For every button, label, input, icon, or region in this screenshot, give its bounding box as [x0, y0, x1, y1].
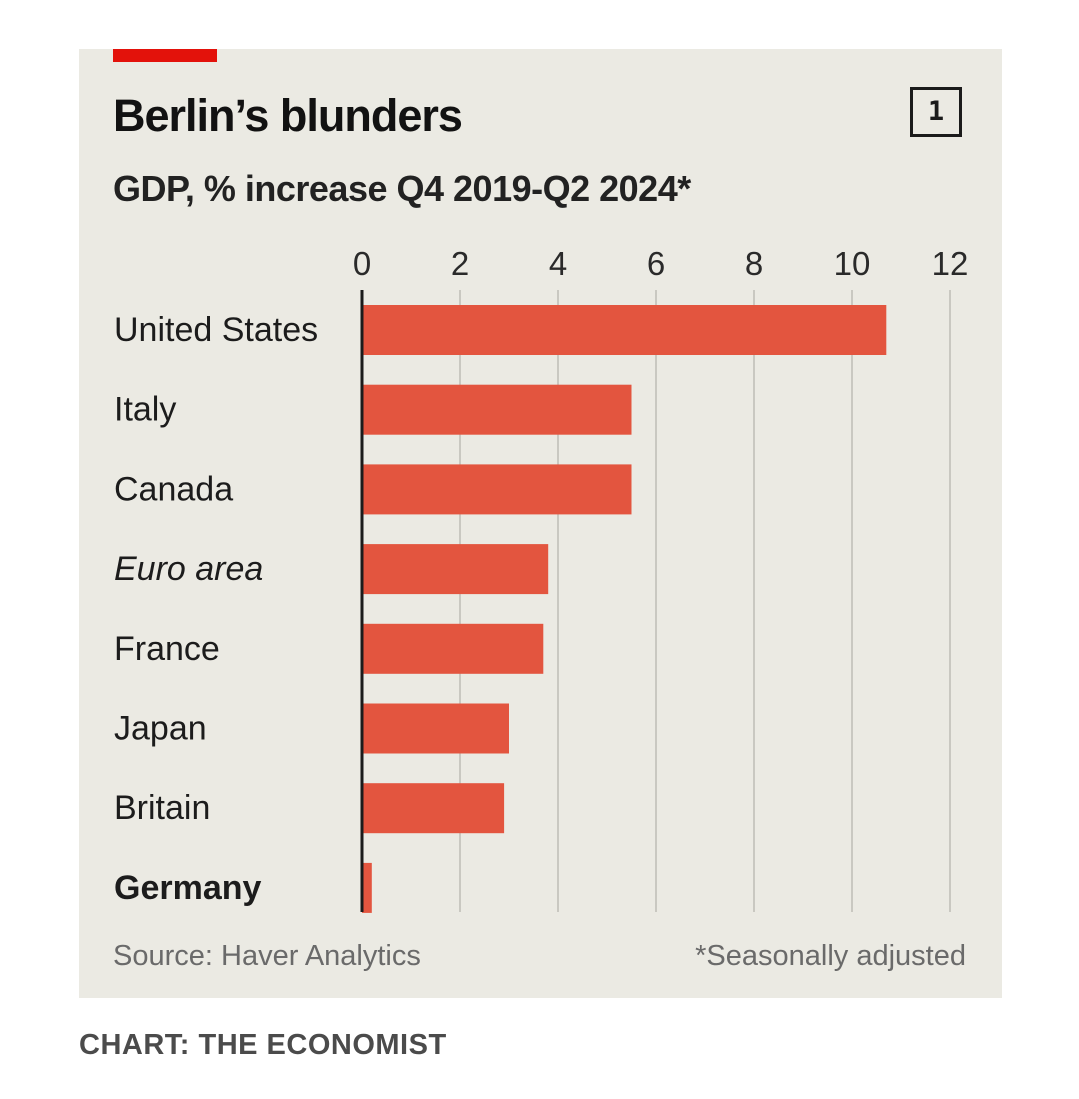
bar: [362, 544, 549, 595]
category-label: Euro area: [114, 550, 263, 588]
bar: [362, 464, 632, 515]
chart-credit: CHART: THE ECONOMIST: [79, 1029, 447, 1061]
x-tick-label: 8: [745, 245, 763, 282]
category-label: Germany: [114, 869, 261, 907]
bar: [362, 305, 887, 355]
bar: [362, 623, 544, 674]
chart-number-badge: 1: [910, 87, 962, 137]
chart-subtitle: GDP, % increase Q4 2019-Q2 2024*: [113, 168, 691, 209]
source-note: Source: Haver Analytics: [113, 940, 421, 972]
category-label: United States: [114, 311, 318, 349]
x-tick-label: 6: [647, 245, 665, 282]
chart-panel: [79, 49, 1002, 998]
chart-title: Berlin’s blunders: [113, 90, 463, 141]
x-tick-label: 2: [451, 245, 469, 282]
x-tick-label: 4: [549, 245, 567, 282]
x-tick-label: 12: [932, 245, 969, 282]
category-label: Britain: [114, 789, 210, 827]
category-label: Italy: [114, 391, 176, 429]
bar: [362, 862, 372, 913]
x-tick-label: 10: [834, 245, 871, 282]
bar: [362, 384, 632, 435]
x-tick-label: 0: [353, 245, 371, 282]
category-label: Canada: [114, 470, 233, 508]
red-accent-tag: [113, 49, 217, 62]
category-label: France: [114, 630, 220, 668]
category-label: Japan: [114, 710, 207, 748]
bar: [362, 783, 505, 834]
footnote: *Seasonally adjusted: [695, 940, 966, 972]
bar: [362, 703, 509, 754]
